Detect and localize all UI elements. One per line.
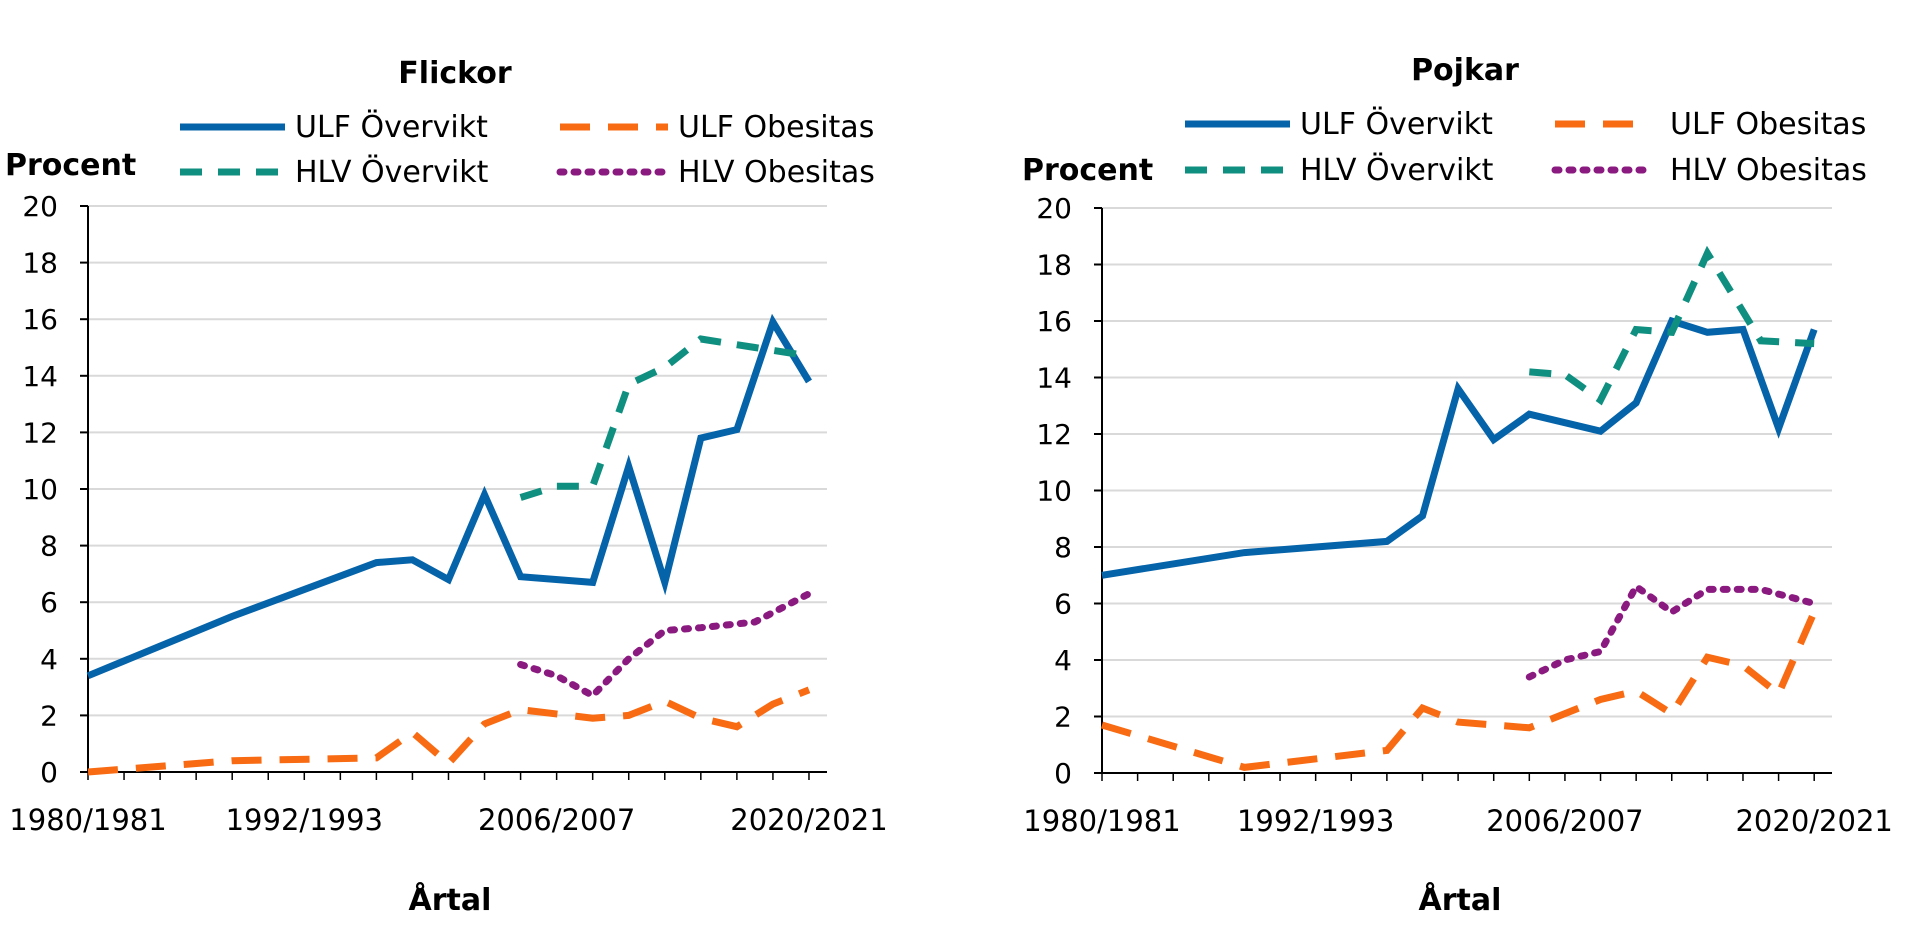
x-axis-label: Årtal: [1419, 881, 1502, 918]
series-line-hlv-overvikt: [1529, 245, 1815, 406]
y-tick-label: 18: [22, 247, 58, 280]
y-tick-label: 16: [1036, 305, 1072, 338]
chart-pojkar: Pojkar Procent 0 2 4 6 8 10 12 14 16 18 20 1980/1981 1…: [1022, 53, 1893, 918]
y-axis-label: Procent: [1022, 153, 1153, 188]
y-tick-label: 16: [22, 303, 58, 336]
x-tick-label: 1980/1981: [9, 803, 166, 837]
y-tick-label: 4: [1054, 644, 1072, 677]
y-axis-label: Procent: [5, 148, 136, 183]
y-tick-label: 14: [1036, 362, 1072, 395]
y-tick-label: 12: [22, 416, 58, 449]
series-line-hlv-obesitas: [1525, 581, 1818, 681]
chart-flickor: Flickor Procent 0 2 4 6 8 10 12 14 16 18 20 1980/1981…: [5, 56, 888, 918]
x-tick-label: 1992/1993: [1237, 804, 1394, 838]
series-line-ulf-overvikt: [86, 313, 812, 680]
legend-label: HLV Övervikt: [295, 154, 489, 190]
legend-label: HLV Övervikt: [1300, 152, 1494, 188]
y-tick-label: 6: [1054, 588, 1072, 621]
y-tick-label: 18: [1036, 249, 1072, 282]
y-tick-label: 0: [1054, 757, 1072, 790]
series-line-hlv-overvikt: [519, 335, 810, 501]
y-tick-label: 10: [22, 473, 58, 506]
x-tick-label: 2020/2021: [730, 803, 887, 837]
y-tick-label: 2: [40, 699, 58, 732]
y-tick-label: 10: [1036, 475, 1072, 508]
x-tick-label: 2006/2007: [478, 803, 635, 837]
chart-title: Flickor: [398, 56, 512, 91]
x-tick-label: 1992/1993: [226, 803, 383, 837]
y-tick-label: 8: [1054, 531, 1072, 564]
chart-title: Pojkar: [1411, 53, 1519, 88]
y-tick-label: 14: [22, 360, 58, 393]
y-tick-label: 2: [1054, 701, 1072, 734]
series-line-ulf-obesitas: [1101, 610, 1818, 771]
legend-label: ULF Obesitas: [1670, 107, 1866, 142]
y-tick-label: 0: [40, 756, 58, 789]
y-tick-label: 12: [1036, 418, 1072, 451]
legend-label: ULF Övervikt: [295, 109, 488, 145]
series-line-ulf-overvikt: [1101, 316, 1818, 579]
legend-label: HLV Obesitas: [678, 155, 875, 190]
y-tick-label: 4: [40, 643, 58, 676]
y-tick-label: 6: [40, 586, 58, 619]
y-tick-label: 8: [40, 530, 58, 563]
x-tick-label: 1980/1981: [1023, 804, 1180, 838]
legend-label: ULF Övervikt: [1300, 106, 1493, 142]
x-tick-label: 2006/2007: [1486, 804, 1643, 838]
y-tick-label: 20: [1036, 192, 1072, 225]
x-tick-label: 2020/2021: [1735, 804, 1892, 838]
legend-label: HLV Obesitas: [1670, 153, 1867, 188]
legend-label: ULF Obesitas: [678, 110, 874, 145]
x-axis-label: Årtal: [409, 881, 492, 918]
y-tick-label: 20: [22, 190, 58, 223]
series-line-hlv-obesitas: [517, 590, 813, 700]
series-line-ulf-obesitas: [87, 686, 811, 776]
